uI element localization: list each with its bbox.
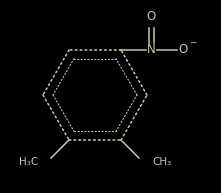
Text: CH₃: CH₃ [152,157,171,167]
Text: N: N [147,43,155,57]
Text: O: O [146,10,156,24]
Text: −: − [189,37,197,47]
Text: O: O [178,43,188,57]
Text: H₃C: H₃C [19,157,38,167]
